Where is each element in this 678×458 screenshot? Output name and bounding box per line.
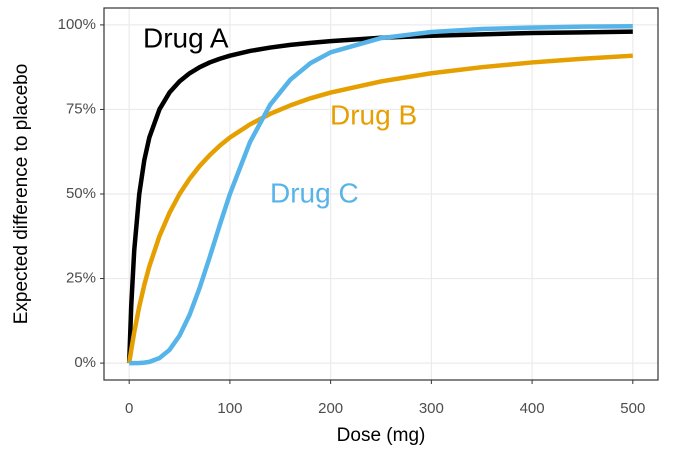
- y-tick-label: 75%: [66, 100, 96, 117]
- y-tick-label: 0%: [74, 354, 96, 371]
- line: [128, 24, 633, 366]
- x-tick-label: 400: [520, 400, 545, 417]
- y-tick-label: 50%: [66, 185, 96, 202]
- x-tick-label: 100: [217, 400, 242, 417]
- x-tick-label: 200: [318, 400, 343, 417]
- series-label: Drug C: [270, 177, 359, 208]
- panel-border: [103, 7, 659, 381]
- x-tick-label: 300: [419, 400, 444, 417]
- line: [126, 53, 633, 364]
- y-tick-label: 100%: [58, 16, 96, 33]
- line: [126, 29, 633, 364]
- y-axis-title: Expected difference to placebo: [11, 64, 32, 325]
- series-label: Drug B: [330, 99, 417, 130]
- x-tick-label: 500: [620, 400, 645, 417]
- y-tick-label: 25%: [66, 270, 96, 287]
- x-tick-label: 0: [125, 400, 133, 417]
- x-axis-title: Dose (mg): [337, 425, 426, 446]
- series-label: Drug A: [143, 22, 229, 53]
